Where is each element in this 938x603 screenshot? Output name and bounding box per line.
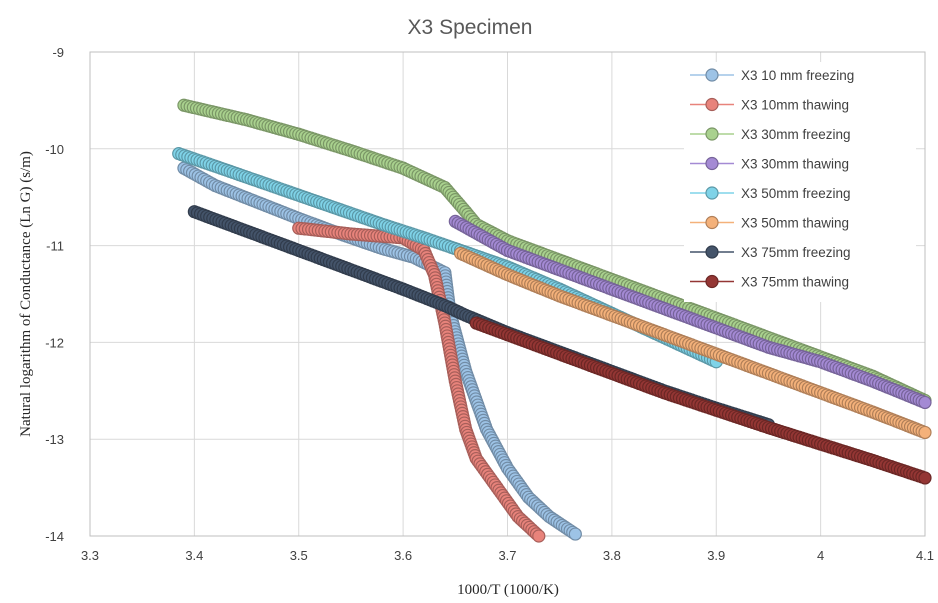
legend-item: X3 50mm freezing [690,186,851,201]
legend-item: X3 75mm thawing [690,275,849,290]
legend-marker [705,127,719,141]
plot-area [89,51,926,537]
x-tick-label: 3.9 [707,548,725,563]
chart-title: X3 Specimen [408,16,533,39]
x-tick-label: 3.7 [498,548,516,563]
data-point [568,527,582,541]
legend-item: X3 75mm freezing [690,245,851,260]
x-axis-label: 1000/T (1000/K) [457,582,559,598]
legend: X3 10 mm freezing X3 10mm thawing X3 30mm … [684,62,916,302]
x-tick-label: 4 [817,548,824,563]
legend-marker [705,156,719,171]
x-tick-label: 3.5 [290,548,308,563]
y-tick-label: -10 [45,142,64,157]
legend-item: X3 30mm freezing [690,127,851,142]
series-8 [469,316,932,485]
data-point [918,425,932,440]
legend-label: X3 10 mm freezing [741,68,854,83]
legend-label: X3 50mm thawing [741,216,849,231]
data-point [918,471,932,485]
y-tick-label: -12 [45,335,64,350]
legend-item: X3 10 mm freezing [690,68,854,83]
y-tick-label: -9 [52,45,64,60]
legend-label: X3 30mm freezing [741,127,851,142]
data-point [532,529,546,543]
legend-label: X3 10mm thawing [741,98,849,113]
legend-item: X3 30mm thawing [690,157,849,172]
y-tick-label: -11 [46,239,64,254]
data-points [172,98,932,543]
x-tick-label: 3.3 [81,548,99,563]
legend-marker [705,274,719,289]
legend-marker [705,68,719,82]
y-tick-label: -14 [45,529,64,544]
x-tick-label: 3.4 [185,548,203,563]
legend-background [684,62,916,302]
legend-item: X3 50mm thawing [690,216,849,231]
legend-marker [705,97,719,112]
legend-label: X3 75mm thawing [741,275,849,290]
legend-label: X3 50mm freezing [741,186,851,201]
legend-label: X3 30mm thawing [741,157,849,172]
legend-item: X3 10mm thawing [690,98,849,113]
legend-marker [705,215,719,230]
data-point [918,395,932,410]
y-axis-ticks: -9 -10 -11 -12 -13 -14 [45,45,64,544]
y-tick-label: -13 [45,432,64,447]
series-4 [448,214,932,410]
legend-marker [705,245,719,259]
x-axis-ticks: 3.3 3.4 3.5 3.6 3.7 3.8 3.9 4 4.1 [81,548,934,563]
legend-label: X3 75mm freezing [741,245,851,260]
legend-marker [705,186,719,200]
x-tick-label: 3.6 [394,548,412,563]
series-6 [453,246,932,440]
x-tick-label: 3.8 [603,548,621,563]
x-tick-label: 4.1 [916,548,934,563]
y-axis-label: Natural logarithm of Conductance (Ln G) … [18,151,34,437]
